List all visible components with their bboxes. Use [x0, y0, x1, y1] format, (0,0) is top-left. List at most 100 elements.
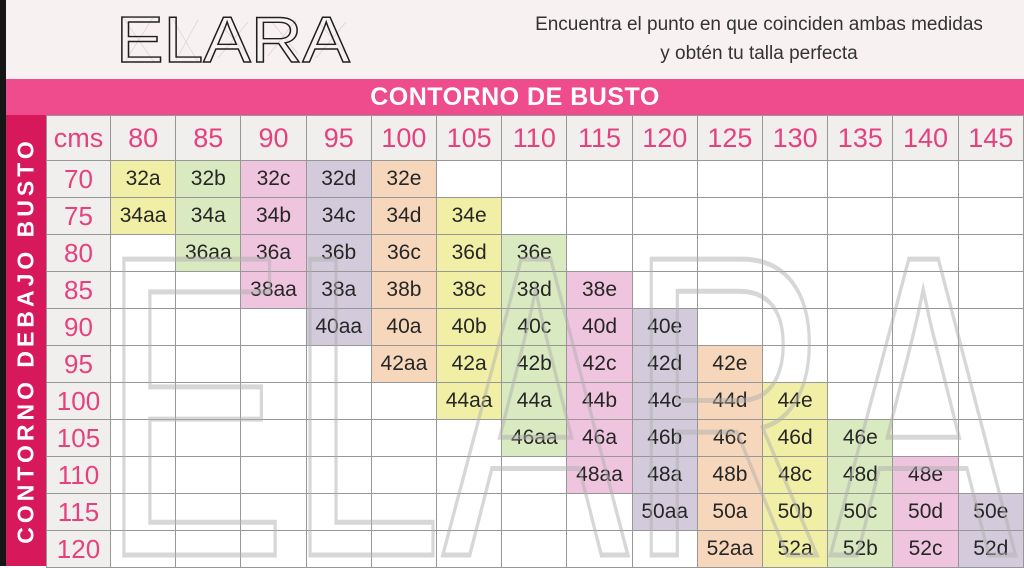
- empty-cell: [370, 530, 438, 568]
- empty-cell: [501, 493, 568, 531]
- size-cell: 50e: [957, 493, 1024, 531]
- empty-cell: [631, 197, 698, 235]
- empty-cell: [957, 160, 1024, 198]
- empty-cell: [240, 382, 307, 420]
- empty-cell: [501, 530, 568, 568]
- size-cell: 40b: [436, 308, 503, 346]
- empty-cell: [305, 382, 372, 420]
- size-cell: 34b: [240, 197, 307, 235]
- size-cell: 44a: [501, 382, 568, 420]
- empty-cell: [696, 160, 764, 198]
- empty-cell: [436, 493, 503, 531]
- size-cell: 38e: [566, 271, 633, 309]
- empty-cell: [892, 419, 959, 457]
- size-cell: 46b: [631, 419, 698, 457]
- tagline: Encuentra el punto en que coinciden amba…: [498, 11, 1020, 68]
- size-cell: 38b: [370, 271, 438, 309]
- size-cell: 52aa: [696, 530, 764, 568]
- bust-header-cell: 80: [109, 115, 177, 161]
- underbust-header-cell: 110: [46, 456, 111, 494]
- empty-cell: [240, 493, 307, 531]
- table-row: 100 44aa 44a 44b 44c 44d 44e: [46, 382, 1024, 420]
- empty-cell: [370, 382, 438, 420]
- size-cell: 40e: [631, 308, 698, 346]
- bust-header-cell: 140: [892, 115, 959, 161]
- underbust-header-cell: 90: [46, 308, 111, 346]
- empty-cell: [892, 160, 959, 198]
- size-cell: 46a: [566, 419, 633, 457]
- underbust-title: CONTORNO DEBAJO BUSTO: [12, 137, 39, 544]
- size-cell: 32c: [240, 160, 307, 198]
- table-row: 120 52aa 52a 52b 52c 52d: [46, 530, 1024, 568]
- size-cell: 44aa: [436, 382, 503, 420]
- empty-cell: [109, 308, 177, 346]
- empty-cell: [762, 160, 829, 198]
- empty-cell: [305, 530, 372, 568]
- empty-cell: [175, 493, 242, 531]
- empty-cell: [827, 271, 894, 309]
- empty-cell: [957, 345, 1024, 383]
- empty-cell: [436, 160, 503, 198]
- underbust-header-cell: 95: [46, 345, 111, 383]
- size-cell: 40a: [370, 308, 438, 346]
- size-cell: 42b: [501, 345, 568, 383]
- empty-cell: [566, 493, 633, 531]
- size-cell: 36d: [436, 234, 503, 272]
- size-cell: 48c: [762, 456, 829, 494]
- tagline-line-1: Encuentra el punto en que coinciden amba…: [535, 14, 983, 35]
- empty-cell: [957, 419, 1024, 457]
- empty-cell: [370, 456, 438, 494]
- size-cell: 48e: [892, 456, 959, 494]
- table-row: 85 38aa 38a 38b 38c 38d 38e: [46, 271, 1024, 309]
- bust-title: CONTORNO DE BUSTO: [370, 82, 660, 111]
- underbust-header-cell: 120: [46, 530, 111, 568]
- size-cell: 44d: [696, 382, 764, 420]
- underbust-header-cell: 80: [46, 234, 111, 272]
- empty-cell: [566, 197, 633, 235]
- empty-cell: [370, 493, 438, 531]
- size-cell: 42a: [436, 345, 503, 383]
- size-cell: 38c: [436, 271, 503, 309]
- size-cell: 44b: [566, 382, 633, 420]
- brand-logo: ELARA: [115, 2, 351, 76]
- top-strip: ELARA Encuentra el punto en que coincide…: [6, 0, 1024, 79]
- underbust-header-cell: 115: [46, 493, 111, 531]
- empty-cell: [631, 530, 698, 568]
- empty-cell: [827, 234, 894, 272]
- empty-cell: [892, 308, 959, 346]
- empty-cell: [957, 382, 1024, 420]
- size-cell: 40aa: [305, 308, 372, 346]
- empty-cell: [109, 530, 177, 568]
- empty-cell: [240, 530, 307, 568]
- underbust-header-cell: 100: [46, 382, 111, 420]
- size-cell: 50aa: [631, 493, 698, 531]
- empty-cell: [175, 530, 242, 568]
- empty-cell: [109, 345, 177, 383]
- empty-cell: [696, 271, 764, 309]
- tagline-line-2: y obtén tu talla perfecta: [660, 42, 858, 64]
- empty-cell: [240, 456, 307, 494]
- bust-header-cell: 95: [305, 115, 372, 161]
- empty-cell: [436, 419, 503, 457]
- size-cell: 32d: [305, 160, 372, 198]
- empty-cell: [240, 419, 307, 457]
- size-cell: 46aa: [501, 419, 568, 457]
- size-cell: 42aa: [370, 345, 438, 383]
- empty-cell: [762, 345, 829, 383]
- size-cell: 40c: [501, 308, 568, 346]
- empty-cell: [762, 197, 829, 235]
- empty-cell: [957, 271, 1024, 309]
- table-row: 75 34aa 34a 34b 34c 34d 34e: [46, 197, 1024, 235]
- empty-cell: [109, 271, 177, 309]
- empty-cell: [696, 308, 764, 346]
- empty-cell: [827, 382, 894, 420]
- size-cell: 52c: [892, 530, 959, 568]
- size-cell: 32e: [370, 160, 438, 198]
- size-cell: 44e: [762, 382, 829, 420]
- empty-cell: [305, 493, 372, 531]
- empty-cell: [175, 456, 242, 494]
- size-cell: 40d: [566, 308, 633, 346]
- empty-cell: [827, 308, 894, 346]
- size-cell: 46d: [762, 419, 829, 457]
- empty-cell: [175, 419, 242, 457]
